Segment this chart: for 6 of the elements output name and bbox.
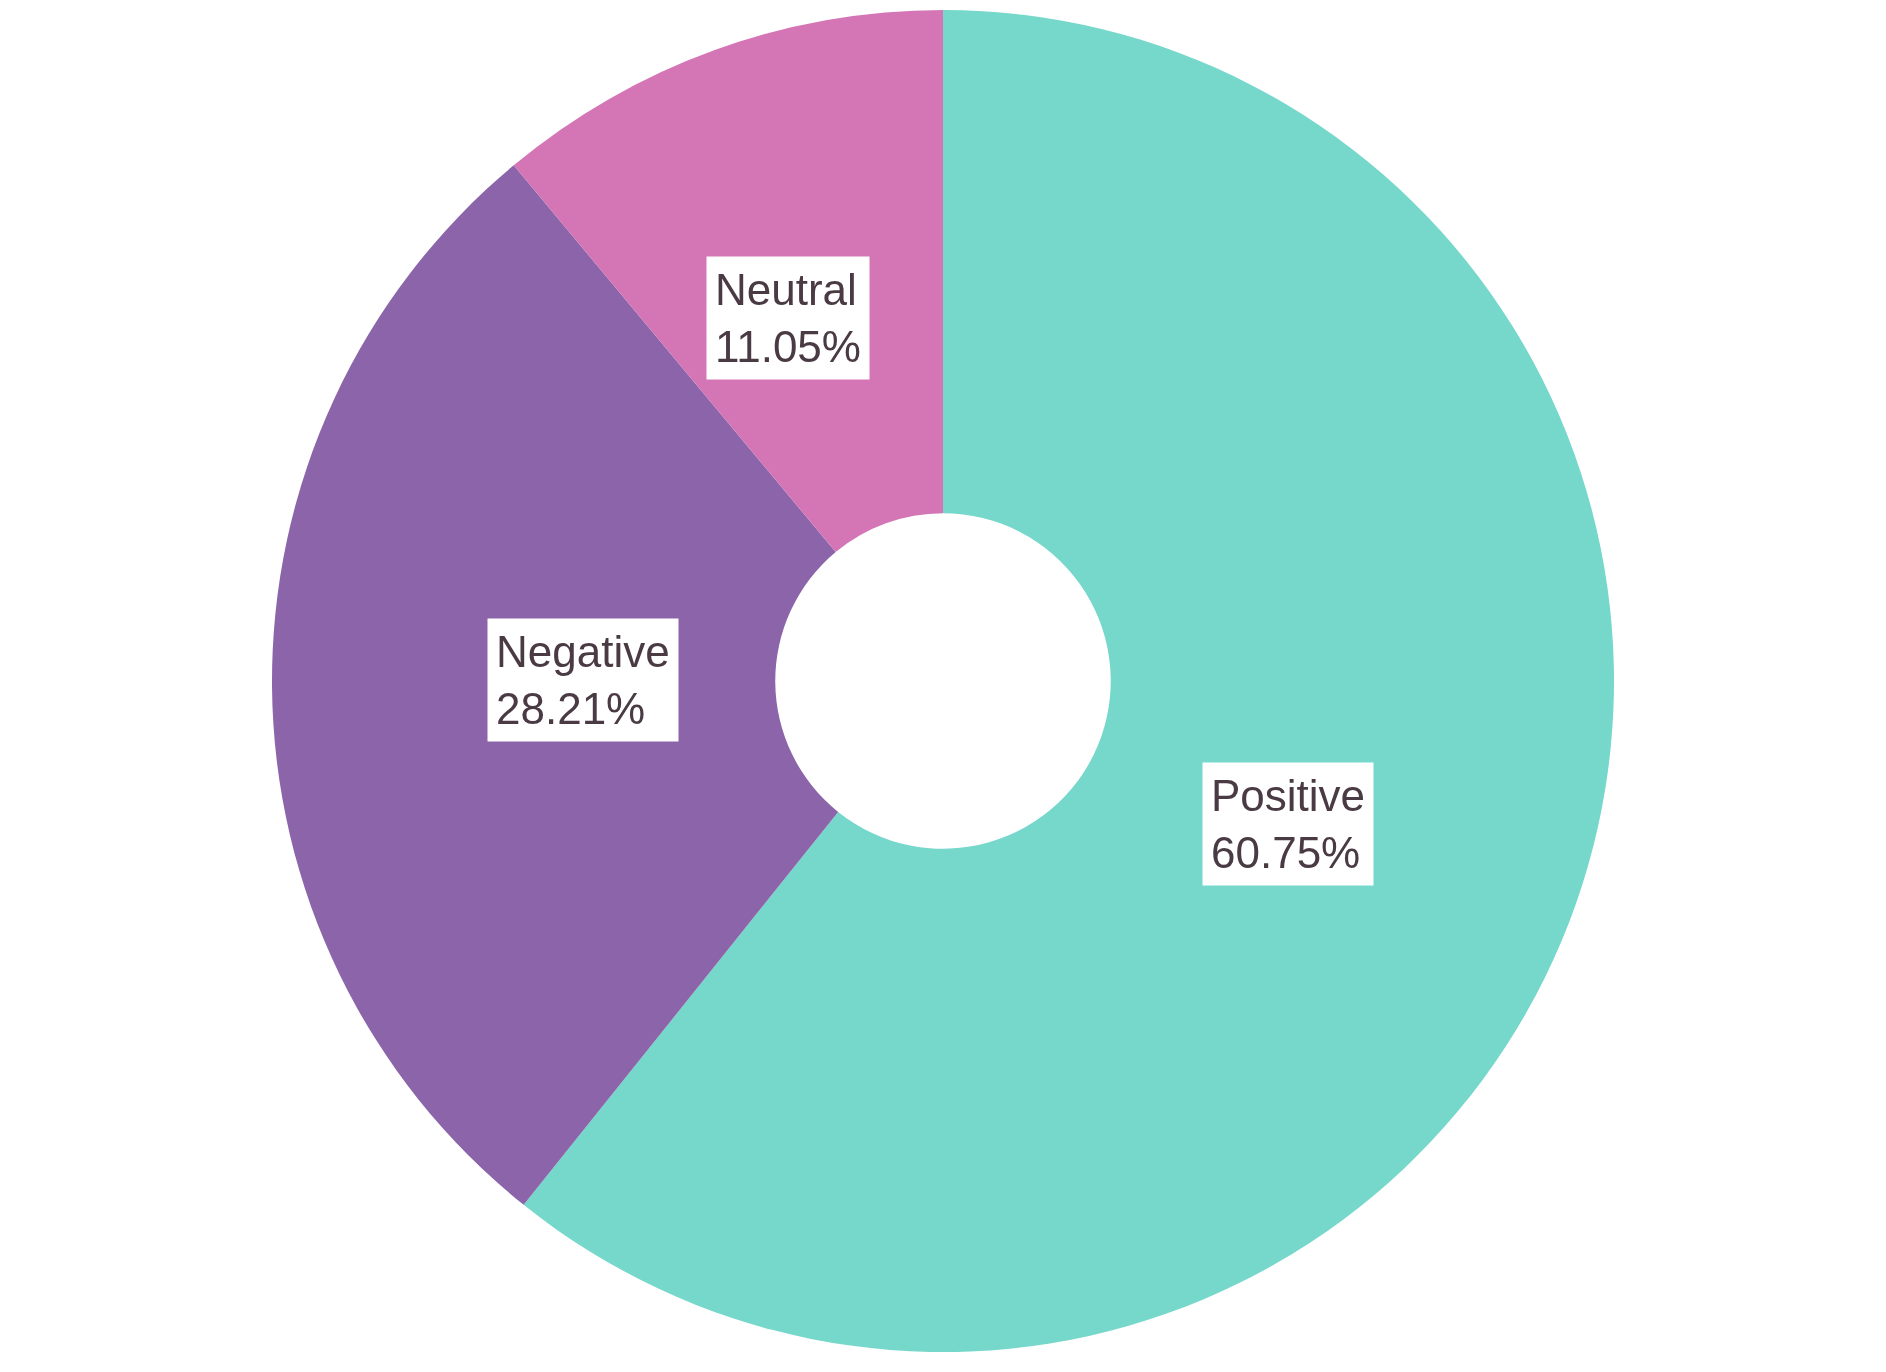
slice-label: Positive xyxy=(1211,771,1366,820)
data-label: 60.75% xyxy=(1211,828,1361,878)
slice-label: Negative xyxy=(496,627,670,676)
data-label: 28.21% xyxy=(496,684,646,734)
data-label: 11.05% xyxy=(715,322,861,372)
slice-label: Neutral xyxy=(715,265,857,314)
